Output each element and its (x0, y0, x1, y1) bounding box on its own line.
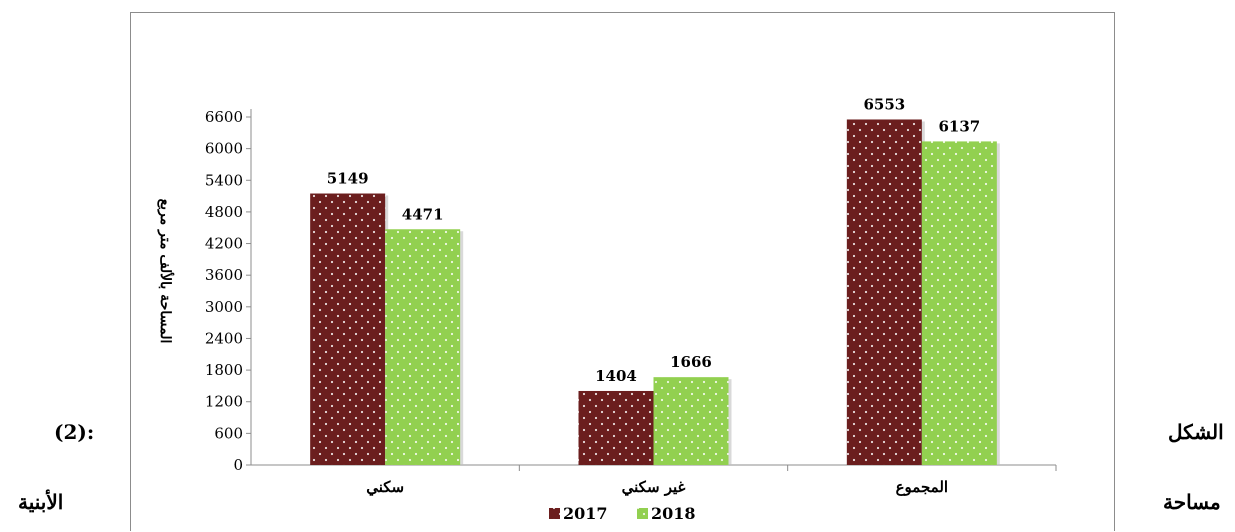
legend-swatch (549, 508, 560, 519)
y-tick-label: 1800 (205, 361, 243, 379)
x-category-label: غير سكني (622, 478, 686, 497)
data-label: 6553 (863, 95, 905, 113)
legend-swatch (637, 508, 648, 519)
y-tick-label: 2400 (205, 329, 243, 347)
chart-frame: 0 600 1200 1800 2400 3000 3600 4200 4800 5400 6000… (130, 12, 1115, 531)
data-label: 5149 (327, 170, 369, 188)
y-tick-label: 3000 (205, 298, 243, 316)
bar-2018 (385, 229, 460, 465)
figure-caption-number: (2): (54, 420, 94, 444)
y-tick-label: 5400 (205, 171, 243, 189)
y-axis-title: المساحة بالألف متر مربع (157, 199, 175, 344)
legend-label: 2017 (563, 504, 608, 523)
legend-label: 2018 (651, 504, 696, 523)
legend: 2017 2018 (549, 504, 696, 523)
y-tick-label: 1200 (205, 393, 243, 411)
data-label: 6137 (938, 117, 980, 135)
y-tick-label: 4200 (205, 235, 243, 253)
y-tick-label: 600 (214, 424, 243, 442)
bar-2018 (922, 141, 997, 465)
data-label: 4471 (402, 205, 444, 223)
data-label: 1404 (595, 367, 637, 385)
figure-caption-buildings-word: الأبنية (18, 490, 63, 514)
figure-caption-word: الشكل (1168, 420, 1224, 444)
y-tick-label: 0 (233, 456, 243, 474)
y-tick-label: 6600 (205, 108, 243, 126)
bar-2017 (847, 119, 922, 465)
x-category-label: سكني (366, 478, 404, 497)
bar-2017 (579, 391, 654, 465)
y-tick-label: 3600 (205, 266, 243, 284)
bar-chart: 0 600 1200 1800 2400 3000 3600 4200 4800 5400 6000… (131, 13, 1116, 532)
bar-2017 (310, 194, 385, 465)
data-label: 1666 (670, 353, 712, 371)
bar-2018 (654, 377, 729, 465)
y-tick-label: 6000 (205, 140, 243, 158)
figure-caption-area-word: مساحة (1163, 490, 1221, 514)
y-tick-label: 4800 (205, 203, 243, 221)
bars-group (310, 119, 1000, 465)
x-category-label: المجموع (896, 478, 948, 496)
